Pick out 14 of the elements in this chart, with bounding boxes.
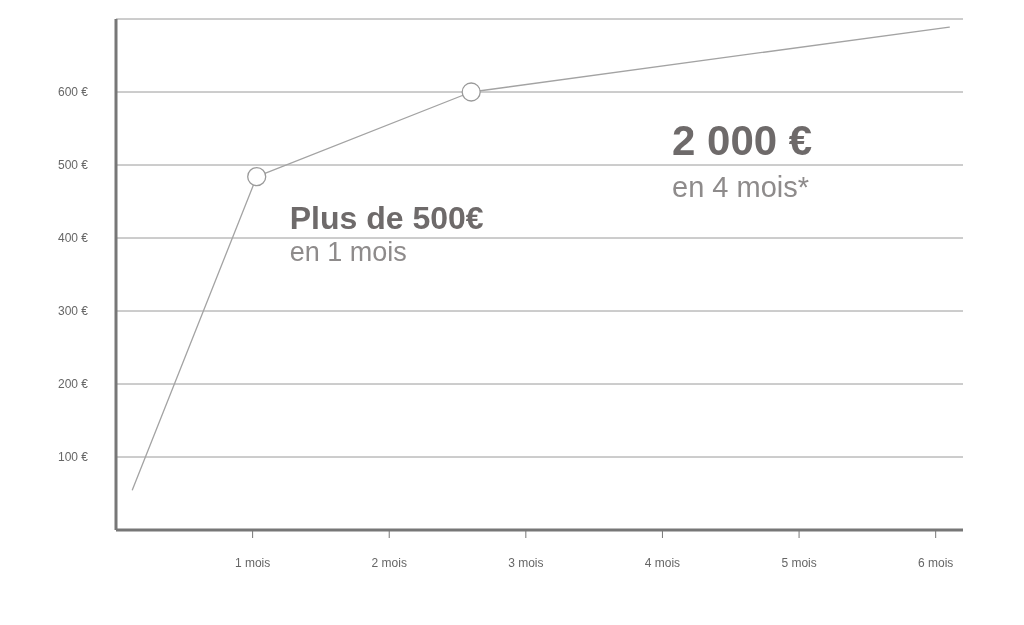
x-tick-label: 6 mois (918, 556, 954, 570)
y-tick-label: 400 € (57, 231, 89, 246)
y-tick-label: 300 € (57, 304, 89, 319)
x-tick-label: 3 mois (508, 556, 544, 570)
y-tick-label: 200 € (57, 377, 89, 392)
y-tick-label: 100 € (57, 450, 89, 465)
y-tick-label: 600 € (57, 85, 89, 100)
y-tick-label: 500 € (57, 158, 89, 173)
annotation: Plus de 500€ en 1 mois (289, 199, 484, 267)
x-tick-label: 2 mois (371, 556, 407, 570)
x-tick-label: 1 mois (234, 556, 271, 570)
x-tick-label: 5 mois (781, 556, 817, 570)
x-tick-label: 4 mois (644, 556, 681, 570)
annotation: 2 000 € en 4 mois* (672, 117, 813, 203)
